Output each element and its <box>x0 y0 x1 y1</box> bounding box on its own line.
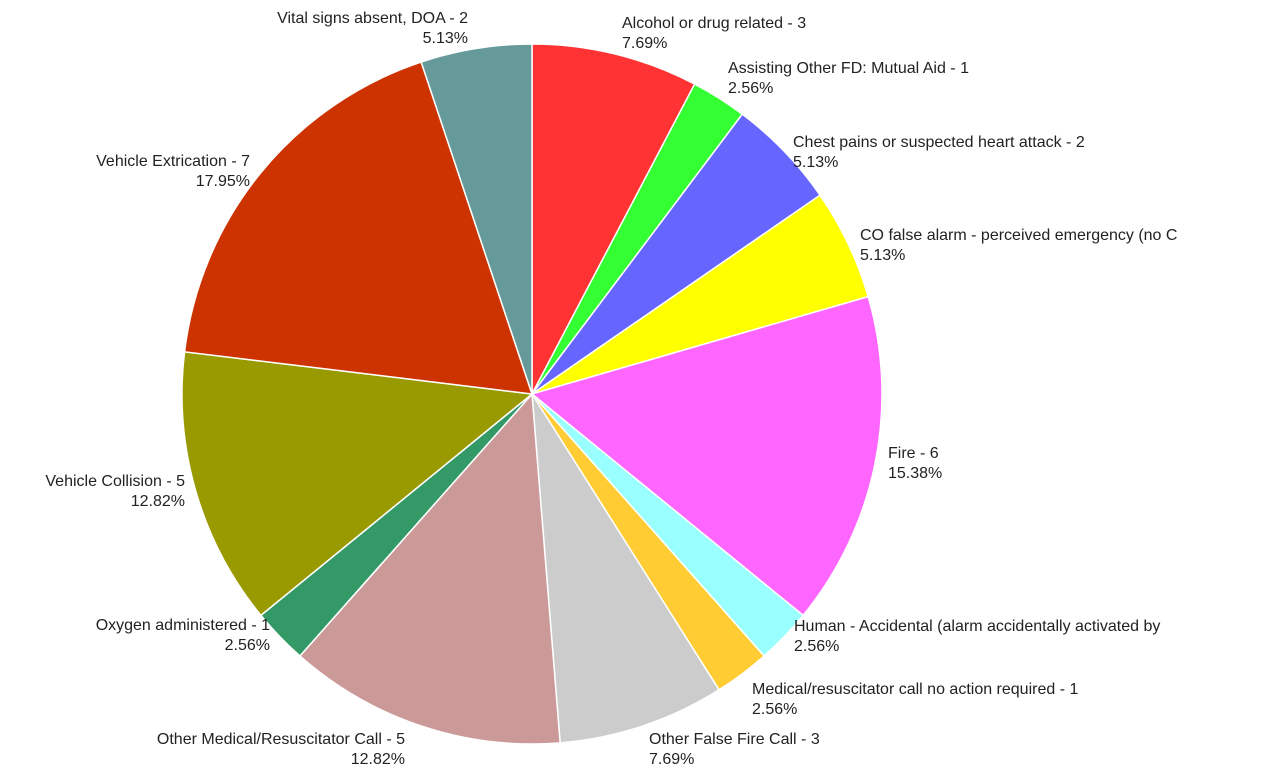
slice-percent-label: 2.56% <box>794 638 839 655</box>
slice-label: Human - Accidental (alarm accidentally a… <box>794 618 1160 635</box>
slice-label: Medical/resuscitator call no action requ… <box>752 681 1078 698</box>
slice-label: Assisting Other FD: Mutual Aid - 1 <box>728 60 969 77</box>
slice-percent-label: 17.95% <box>196 173 250 190</box>
pie-slice <box>183 61 534 395</box>
pie-slice <box>298 392 561 745</box>
slice-percent-label: 7.69% <box>649 751 694 768</box>
pie-slice <box>420 43 533 395</box>
slice-percent-label: 5.13% <box>793 154 838 171</box>
slice-label: Vehicle Extrication - 7 <box>96 153 250 170</box>
slice-percent-label: 15.38% <box>888 465 942 482</box>
slice-percent-label: 12.82% <box>131 493 185 510</box>
slice-label: Vital signs absent, DOA - 2 <box>277 10 468 27</box>
slice-label: Oxygen administered - 1 <box>96 617 270 634</box>
slice-percent-label: 5.13% <box>860 247 905 264</box>
slice-label: Vehicle Collision - 5 <box>45 473 185 490</box>
slice-label: Fire - 6 <box>888 445 939 462</box>
slice-label: Other Medical/Resuscitator Call - 5 <box>157 731 405 748</box>
slice-percent-label: 2.56% <box>225 637 270 654</box>
pie-slice <box>530 295 883 617</box>
slice-label: Other False Fire Call - 3 <box>649 731 820 748</box>
slice-label: Chest pains or suspected heart attack - … <box>793 134 1085 151</box>
slice-percent-label: 2.56% <box>752 701 797 718</box>
slice-label: Alcohol or drug related - 3 <box>622 15 806 32</box>
pie-slice <box>531 43 696 395</box>
slice-label: CO false alarm - perceived emergency (no… <box>860 227 1177 244</box>
pie-slice <box>181 350 534 617</box>
pie-slice <box>531 393 721 744</box>
slice-percent-label: 2.56% <box>728 80 773 97</box>
slice-percent-label: 7.69% <box>622 35 667 52</box>
slice-percent-label: 12.82% <box>351 751 405 768</box>
slice-percent-label: 5.13% <box>423 30 468 47</box>
